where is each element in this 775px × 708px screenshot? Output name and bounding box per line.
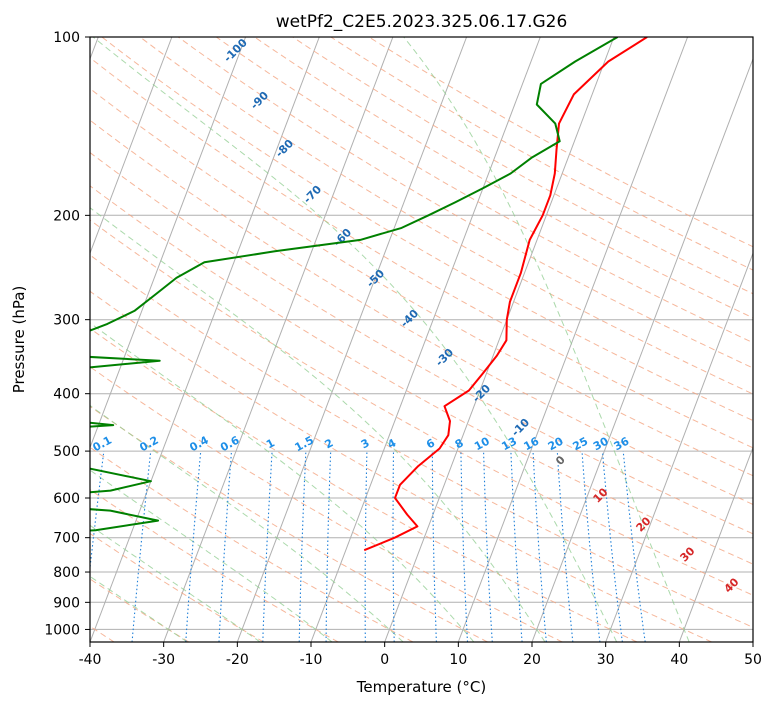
mixing-ratio-line bbox=[532, 451, 547, 642]
isotherm-line bbox=[90, 37, 320, 642]
y-tick-label: 800 bbox=[53, 565, 80, 581]
sounding-profiles bbox=[90, 37, 648, 552]
chart-title: wetPf2_C2E5.2023.325.06.17.G26 bbox=[276, 12, 568, 32]
mixing-ratio-line bbox=[90, 451, 105, 573]
mixing-ratio-label: 13 bbox=[499, 435, 519, 454]
isotherm-line bbox=[531, 57, 753, 642]
mixing-ratio-label: 10 bbox=[472, 434, 492, 453]
x-axis: -40 -30 -20 -10 0 10 20 30 40 50 bbox=[79, 642, 762, 668]
plot-frame bbox=[89, 36, 754, 643]
y-tick-label: 1000 bbox=[44, 622, 80, 638]
moist-adiabat bbox=[92, 37, 618, 642]
dry-adiabat bbox=[90, 532, 264, 642]
y-tick-label: 300 bbox=[53, 313, 80, 329]
mixing-ratio-label: 20 bbox=[546, 434, 566, 453]
dry-adiabat bbox=[90, 57, 753, 449]
isotherm-line bbox=[605, 251, 753, 642]
y-axis-title: Pressure (hPa) bbox=[10, 286, 28, 394]
isotherm-grid bbox=[90, 37, 753, 642]
mixing-ratio-line bbox=[622, 451, 646, 642]
dry-adiabat bbox=[177, 37, 753, 369]
dry-adiabat bbox=[90, 219, 753, 596]
y-tick-label: 600 bbox=[53, 491, 80, 507]
x-tick-label: -10 bbox=[300, 652, 323, 668]
isotherm-line bbox=[236, 37, 468, 642]
y-axis: 100 200 300 400 500 600 700 800 900 1000 bbox=[44, 30, 90, 638]
mixing-ratio-label: 16 bbox=[522, 434, 542, 453]
x-tick-label: 10 bbox=[449, 652, 467, 668]
mixing-ratio-line bbox=[131, 451, 152, 642]
x-tick-label: 50 bbox=[744, 652, 762, 668]
isotherm-line bbox=[384, 37, 615, 642]
mixing-ratio-label: 30 bbox=[591, 434, 611, 453]
mixing-ratio-label: 25 bbox=[571, 435, 591, 454]
dry-adiabat bbox=[90, 489, 339, 642]
x-tick-label: -40 bbox=[79, 652, 102, 668]
mixing-ratio-line bbox=[601, 451, 623, 642]
y-tick-label: 400 bbox=[53, 387, 80, 403]
dry-adiabat bbox=[90, 185, 753, 565]
x-tick-label: 30 bbox=[597, 652, 615, 668]
dry-adiabat bbox=[90, 152, 753, 535]
moist-adiabat bbox=[90, 575, 188, 642]
dry-adiabat bbox=[90, 119, 753, 505]
mixing-ratio-lines bbox=[90, 451, 646, 642]
dewpoint-profile bbox=[90, 37, 619, 532]
mixing-ratio-line bbox=[185, 451, 202, 642]
y-tick-label: 200 bbox=[53, 208, 80, 224]
x-tick-label: 40 bbox=[670, 652, 688, 668]
moist-adiabat bbox=[403, 37, 690, 642]
isotherm-line bbox=[163, 37, 394, 642]
dry-adiabat bbox=[90, 405, 488, 642]
isotherm-line bbox=[90, 37, 247, 449]
plot-area: -100-90-80-70-60-50-40-30-20-10010203040… bbox=[90, 37, 753, 642]
moist-adiabat bbox=[90, 524, 261, 642]
moist-adiabat bbox=[90, 207, 546, 642]
dry-adiabat bbox=[90, 87, 753, 477]
x-tick-label: -30 bbox=[152, 652, 175, 668]
mixing-ratio-line bbox=[581, 451, 601, 642]
isotherm-line bbox=[678, 446, 753, 642]
x-tick-label: 20 bbox=[523, 652, 541, 668]
y-tick-label: 100 bbox=[53, 30, 80, 46]
mixing-ratio-label: 36 bbox=[612, 434, 632, 453]
x-tick-label: 0 bbox=[380, 652, 389, 668]
moist-adiabat bbox=[90, 404, 404, 642]
y-tick-label: 900 bbox=[53, 595, 80, 611]
dry-adiabat bbox=[291, 37, 753, 295]
y-tick-label: 700 bbox=[53, 531, 80, 547]
isotherm-line bbox=[310, 37, 541, 642]
temperature-profile bbox=[363, 37, 648, 552]
dry-adiabat bbox=[90, 366, 563, 642]
x-tick-label: -20 bbox=[226, 652, 249, 668]
y-tick-label: 500 bbox=[53, 444, 80, 460]
moist-adiabat bbox=[90, 322, 475, 642]
moist-adiabats bbox=[90, 37, 690, 642]
dry-adiabat bbox=[90, 290, 712, 642]
isotherm-line bbox=[457, 37, 689, 642]
x-axis-title: Temperature (°C) bbox=[356, 678, 486, 696]
isotherm-line bbox=[90, 37, 173, 255]
mixing-ratio-line bbox=[556, 451, 574, 642]
